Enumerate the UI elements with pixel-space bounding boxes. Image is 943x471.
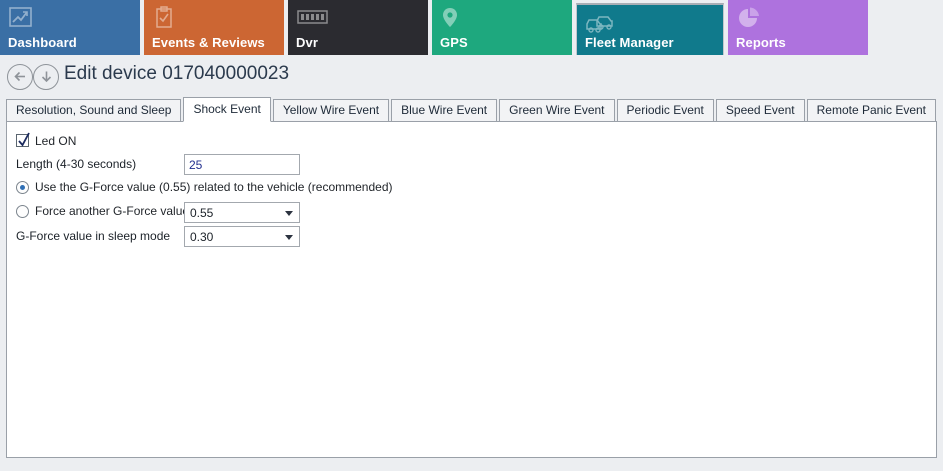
chart-trend-icon	[8, 6, 140, 30]
led-on-label: Led ON	[35, 134, 77, 148]
nav-tile-fleet-manager[interactable]: Fleet Manager	[576, 3, 724, 55]
nav-tile-label: Fleet Manager	[585, 35, 674, 50]
force-another-gforce-label: Force another G-Force value	[35, 204, 190, 218]
tab-resolution-sound-sleep[interactable]: Resolution, Sound and Sleep	[6, 99, 182, 122]
dvr-device-icon	[296, 6, 428, 30]
tab-periodic-event[interactable]: Periodic Event	[616, 99, 714, 122]
tab-blue-wire-event[interactable]: Blue Wire Event	[391, 99, 498, 122]
arrow-down-circle-icon	[34, 69, 58, 84]
tab-speed-event[interactable]: Speed Event	[715, 99, 805, 122]
page-header: Edit device 017040000023	[0, 58, 943, 96]
clipboard-check-icon	[152, 6, 284, 30]
shock-event-panel: Led ON Length (4-30 seconds) Use the G-F…	[6, 121, 937, 458]
tab-shock-event[interactable]: Shock Event	[183, 97, 271, 122]
force-another-gforce-dropdown[interactable]: 0.55	[184, 202, 300, 223]
map-pin-icon	[440, 6, 572, 30]
device-settings-tabs: Resolution, Sound and Sleep Shock Event …	[6, 97, 938, 122]
vehicles-icon	[585, 11, 723, 35]
download-button[interactable]	[33, 64, 59, 90]
nav-tile-label: GPS	[440, 35, 468, 50]
back-button[interactable]	[7, 64, 33, 90]
chevron-down-icon	[285, 211, 293, 216]
nav-tile-dvr[interactable]: Dvr	[288, 0, 428, 55]
length-label: Length (4-30 seconds)	[16, 157, 137, 171]
use-vehicle-gforce-label: Use the G-Force value (0.55) related to …	[35, 180, 393, 194]
arrow-left-circle-icon	[8, 69, 32, 84]
nav-tile-reports[interactable]: Reports	[728, 0, 868, 55]
sleep-gforce-label: G-Force value in sleep mode	[16, 229, 171, 243]
nav-tile-label: Dvr	[296, 35, 318, 50]
nav-tile-label: Reports	[736, 35, 786, 50]
pie-chart-icon	[736, 6, 868, 30]
sleep-gforce-dropdown[interactable]: 0.30	[184, 226, 300, 247]
led-on-checkbox[interactable]	[16, 132, 30, 147]
tab-green-wire-event[interactable]: Green Wire Event	[499, 99, 615, 122]
chevron-down-icon	[285, 235, 293, 240]
dropdown-value: 0.55	[190, 206, 214, 220]
dropdown-value: 0.30	[190, 230, 214, 244]
nav-tile-label: Events & Reviews	[152, 35, 265, 50]
use-vehicle-gforce-radio[interactable]	[16, 181, 29, 194]
main-navigation-bar: Dashboard Events & Reviews Dvr	[0, 0, 943, 58]
force-another-gforce-radio[interactable]	[16, 205, 29, 218]
checkmark-icon	[18, 132, 30, 147]
nav-tile-events-reviews[interactable]: Events & Reviews	[144, 0, 284, 55]
page-title: Edit device 017040000023	[64, 63, 290, 84]
nav-tile-gps[interactable]: GPS	[432, 0, 572, 55]
tab-remote-panic-event[interactable]: Remote Panic Event	[806, 99, 936, 122]
nav-tile-label: Dashboard	[8, 35, 77, 50]
length-input[interactable]	[184, 154, 300, 175]
nav-tile-dashboard[interactable]: Dashboard	[0, 0, 140, 55]
tab-yellow-wire-event[interactable]: Yellow Wire Event	[272, 99, 390, 122]
